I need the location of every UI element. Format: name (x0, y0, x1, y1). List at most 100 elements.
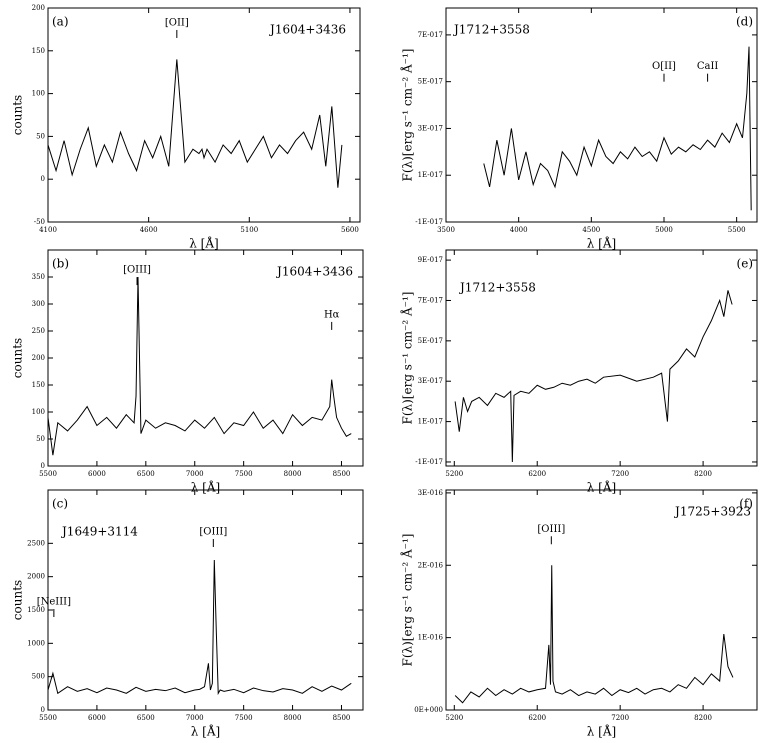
y-tick-label: 100 (32, 408, 45, 416)
x-tick-label: 8000 (284, 714, 302, 722)
y-tick-label: 350 (32, 273, 45, 281)
y-axis-label: counts (11, 95, 25, 135)
x-tick-label: 5100 (240, 226, 258, 234)
panel-label: (f) (739, 497, 753, 511)
y-tick-label: 3E-017 (418, 124, 443, 132)
annotation: O[II] (652, 61, 676, 72)
x-tick-label: 4100 (39, 226, 57, 234)
spectrum-line (47, 59, 343, 188)
x-tick-label: 6200 (528, 714, 546, 722)
y-tick-label: 7E-017 (418, 296, 443, 304)
spectrum-line (47, 559, 352, 696)
object-name: J1712+3558 (452, 23, 530, 37)
y-tick-label: 3E-016 (418, 489, 444, 497)
x-tick-label: 6000 (88, 470, 106, 478)
object-name: J1712+3558 (458, 281, 536, 295)
y-tick-label: 2000 (27, 573, 45, 581)
plot-frame (445, 7, 758, 223)
annotation: Hα (324, 309, 340, 320)
y-tick-label: 3E-017 (418, 377, 443, 385)
x-tick-label: 8500 (333, 470, 351, 478)
x-tick-label: 7000 (186, 470, 204, 478)
y-tick-label: -50 (34, 218, 45, 226)
x-axis-label: λ [Å] (191, 724, 220, 739)
y-tick-label: 300 (32, 300, 45, 308)
x-tick-label: 8200 (694, 470, 712, 478)
x-tick-label: 5200 (445, 470, 463, 478)
y-tick-label: 200 (32, 354, 45, 362)
x-tick-label: 8500 (333, 714, 351, 722)
x-tick-label: 8200 (694, 714, 712, 722)
plot-frame (445, 489, 758, 711)
x-tick-label: 6200 (528, 470, 546, 478)
panel-label: (b) (52, 257, 69, 271)
x-tick-label: 8000 (284, 470, 302, 478)
y-tick-label: 500 (32, 673, 45, 681)
y-tick-label: 2500 (27, 539, 45, 547)
y-tick-label: 250 (32, 327, 45, 335)
y-axis-label: counts (11, 580, 25, 620)
annotation: [OII] (165, 17, 189, 28)
object-name: J1725+3923 (673, 505, 751, 519)
y-tick-label: 150 (32, 47, 45, 55)
y-axis-label: F(λ)[erg s⁻¹ cm⁻² Å⁻¹] (400, 49, 415, 182)
plot-frame (445, 249, 758, 467)
y-tick-label: 5E-017 (418, 337, 443, 345)
panel-label: (a) (52, 15, 69, 29)
x-tick-label: 7500 (235, 470, 253, 478)
x-tick-label: 5500 (39, 470, 57, 478)
x-tick-label: 4600 (140, 226, 158, 234)
x-tick-label: 7200 (611, 714, 629, 722)
y-tick-label: -1E-017 (415, 458, 443, 466)
y-tick-label: 200 (32, 4, 45, 12)
x-axis-label: λ [Å] (191, 480, 220, 495)
plot-frame (47, 489, 364, 711)
x-tick-label: 5500 (39, 714, 57, 722)
x-tick-label: 5200 (445, 714, 463, 722)
y-tick-label: 9E-017 (418, 256, 443, 264)
y-tick-label: 1E-017 (418, 171, 443, 179)
y-tick-label: 0 (41, 706, 45, 714)
spectrum-line (47, 276, 352, 456)
panel-label: (e) (737, 257, 753, 271)
x-tick-label: 7500 (235, 714, 253, 722)
y-tick-label: 1E-016 (418, 634, 444, 642)
annotation: [NeIII] (37, 597, 71, 608)
x-tick-label: 6500 (137, 714, 155, 722)
y-tick-label: 0E+000 (414, 706, 443, 714)
y-tick-label: 5E-017 (418, 78, 443, 86)
y-tick-label: 1000 (27, 639, 45, 647)
x-tick-label: 4000 (510, 226, 528, 234)
y-tick-label: 0 (41, 462, 45, 470)
x-tick-label: 6000 (88, 714, 106, 722)
x-tick-label: 3500 (437, 226, 455, 234)
y-tick-label: 100 (32, 90, 45, 98)
spectrum-line (454, 290, 733, 462)
y-axis-label: F(λ)[erg s⁻¹ cm⁻² Å⁻¹] (400, 292, 415, 425)
x-tick-label: 4500 (582, 226, 600, 234)
y-tick-label: 50 (36, 435, 45, 443)
y-tick-label: 1500 (27, 606, 45, 614)
x-axis-label: λ [Å] (189, 236, 218, 251)
x-tick-label: 5000 (655, 226, 673, 234)
x-tick-label: 7200 (611, 470, 629, 478)
x-tick-label: 5500 (728, 226, 746, 234)
object-name: J1604+3436 (268, 23, 346, 37)
panel-label: (c) (52, 497, 68, 511)
annotation: [OIII] (537, 524, 565, 535)
object-name: J1649+3114 (60, 525, 138, 539)
y-tick-label: 2E-016 (418, 561, 444, 569)
y-axis-label: F(λ)[erg s⁻¹ cm⁻² Å⁻¹] (400, 534, 415, 667)
annotation: CaII (697, 61, 719, 72)
x-axis-label: λ [Å] (587, 724, 616, 739)
object-name: J1604+3436 (275, 265, 353, 279)
y-axis-label: counts (11, 338, 25, 378)
spectrum-line (483, 46, 752, 211)
spectrum-line (454, 565, 734, 704)
y-tick-label: 0 (41, 175, 45, 183)
x-tick-label: 7000 (186, 714, 204, 722)
panel-label: (d) (736, 15, 753, 29)
y-tick-label: -1E-017 (415, 218, 443, 226)
y-tick-label: 150 (32, 381, 45, 389)
